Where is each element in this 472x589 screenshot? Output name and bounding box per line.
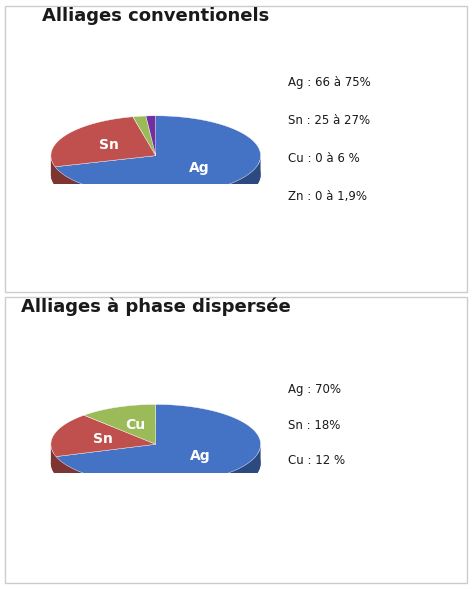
Polygon shape <box>55 157 261 214</box>
Polygon shape <box>56 444 156 475</box>
Polygon shape <box>146 135 156 174</box>
Polygon shape <box>55 116 261 196</box>
Text: Zn : 0 à 1,9%: Zn : 0 à 1,9% <box>288 190 367 203</box>
Polygon shape <box>55 135 261 214</box>
Polygon shape <box>51 434 156 475</box>
Polygon shape <box>51 135 156 186</box>
Polygon shape <box>84 423 156 463</box>
Polygon shape <box>51 155 55 186</box>
Text: Cu : 0 à 6 %: Cu : 0 à 6 % <box>288 151 360 164</box>
Text: Sn : 18%: Sn : 18% <box>288 419 340 432</box>
Polygon shape <box>56 423 261 503</box>
Polygon shape <box>51 445 56 475</box>
Polygon shape <box>51 415 156 456</box>
Polygon shape <box>55 155 156 186</box>
Polygon shape <box>84 405 156 444</box>
Text: Ag: Ag <box>190 449 210 464</box>
Polygon shape <box>51 117 156 167</box>
Text: Cu : 12 %: Cu : 12 % <box>288 454 345 466</box>
Text: Ag : 66 à 75%: Ag : 66 à 75% <box>288 76 371 89</box>
Polygon shape <box>133 135 156 174</box>
Polygon shape <box>56 445 261 503</box>
Text: Sn: Sn <box>93 432 113 446</box>
Text: Alliages conventionels: Alliages conventionels <box>42 7 270 25</box>
Polygon shape <box>56 444 156 475</box>
Polygon shape <box>146 116 156 155</box>
Polygon shape <box>56 405 261 484</box>
Polygon shape <box>55 155 156 186</box>
Text: Alliages à phase dispersée: Alliages à phase dispersée <box>21 297 291 316</box>
Text: Ag : 70%: Ag : 70% <box>288 383 341 396</box>
Polygon shape <box>133 116 156 155</box>
Text: Sn : 25 à 27%: Sn : 25 à 27% <box>288 114 370 127</box>
Text: Sn: Sn <box>99 138 119 152</box>
Text: Ag: Ag <box>189 161 210 175</box>
Text: Cu: Cu <box>126 418 146 432</box>
